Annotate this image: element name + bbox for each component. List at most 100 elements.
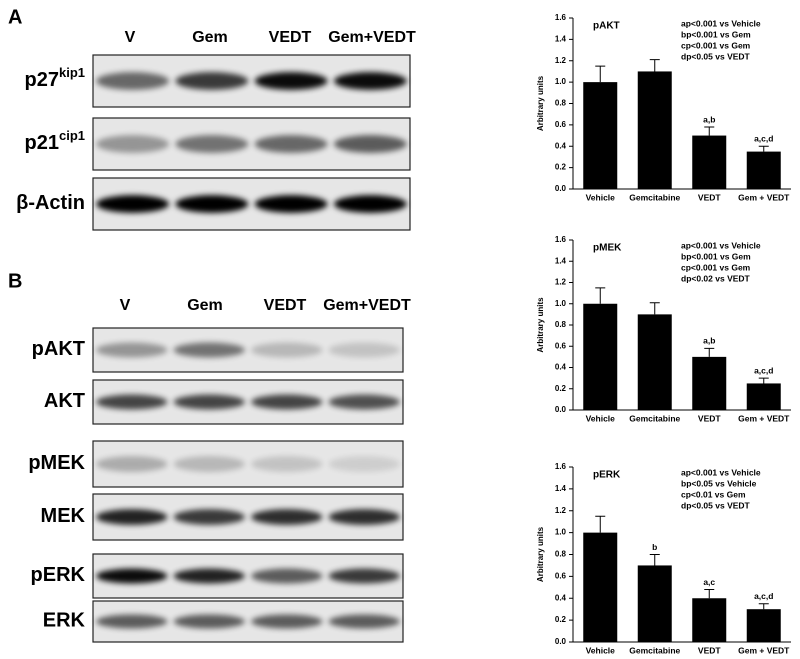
note: dp<0.02 vs VEDT bbox=[681, 273, 751, 283]
y-tick-label: 1.6 bbox=[555, 13, 567, 22]
row-label-sup: kip1 bbox=[59, 65, 85, 80]
note: bp<0.05 vs Vehicle bbox=[681, 478, 757, 488]
blot-band bbox=[173, 509, 245, 525]
lane-label: VEDT bbox=[264, 297, 307, 314]
bar bbox=[746, 609, 781, 642]
y-tick-label: 0.0 bbox=[555, 405, 567, 414]
y-tick-label: 0.6 bbox=[555, 120, 567, 129]
row-label-sup: cip1 bbox=[59, 128, 85, 143]
note: ap<0.001 vs Vehicle bbox=[681, 18, 761, 28]
x-tick-label: Vehicle bbox=[586, 413, 616, 423]
bar-label: a,b bbox=[703, 336, 715, 346]
blot-band bbox=[173, 456, 245, 472]
bar bbox=[746, 383, 781, 410]
error-bar bbox=[704, 347, 715, 357]
note: cp<0.001 vs Gem bbox=[681, 262, 751, 272]
y-tick-label: 0.8 bbox=[555, 550, 567, 559]
x-tick-label: VEDT bbox=[698, 645, 721, 655]
blot-band bbox=[96, 394, 168, 410]
blot-band bbox=[251, 509, 323, 525]
note: bp<0.001 vs Gem bbox=[681, 29, 751, 39]
y-axis-label: Arbitrary units bbox=[536, 526, 545, 582]
y-tick-label: 0.2 bbox=[555, 384, 567, 393]
error-bar bbox=[595, 515, 606, 533]
y-tick-label: 0.0 bbox=[555, 184, 567, 193]
y-tick-label: 0.8 bbox=[555, 99, 567, 108]
blot-band bbox=[333, 135, 407, 153]
bar-label: a,c bbox=[703, 577, 715, 587]
y-tick-label: 1.6 bbox=[555, 235, 567, 244]
row-label: pMEK bbox=[28, 452, 85, 474]
row-label: ERK bbox=[43, 610, 86, 632]
x-tick-label: Gem + VEDT bbox=[738, 192, 790, 202]
lane-label: VEDT bbox=[269, 29, 312, 46]
lane-label: Gem+VEDT bbox=[323, 297, 411, 314]
error-bar bbox=[758, 145, 769, 152]
bar bbox=[583, 82, 618, 189]
y-tick-label: 1.0 bbox=[555, 299, 567, 308]
error-bar bbox=[649, 554, 660, 566]
row-label: p27kip1 bbox=[25, 65, 85, 91]
note: ap<0.001 vs Vehicle bbox=[681, 240, 761, 250]
blot-band bbox=[96, 135, 170, 153]
y-tick-label: 0.2 bbox=[555, 615, 567, 624]
y-tick-label: 0.8 bbox=[555, 320, 567, 329]
blot-band bbox=[96, 342, 168, 358]
x-tick-label: Gem + VEDT bbox=[738, 413, 790, 423]
error-bar bbox=[704, 589, 715, 599]
error-bar bbox=[758, 603, 769, 610]
row-label-main: MEK bbox=[41, 505, 86, 527]
lane-label: Gem bbox=[187, 297, 223, 314]
row-label: p21cip1 bbox=[25, 128, 85, 154]
bar bbox=[692, 356, 727, 410]
bar bbox=[746, 151, 781, 189]
bar bbox=[637, 71, 672, 189]
x-tick-label: Vehicle bbox=[586, 192, 616, 202]
panel-label: A bbox=[8, 6, 22, 28]
blot-band bbox=[333, 72, 407, 90]
row-label: pAKT bbox=[32, 338, 85, 360]
y-tick-label: 0.4 bbox=[555, 141, 567, 150]
bar bbox=[583, 532, 618, 642]
blot-band bbox=[254, 135, 328, 153]
lane-label: Gem bbox=[192, 29, 228, 46]
y-tick-label: 0.6 bbox=[555, 571, 567, 580]
error-bar bbox=[595, 287, 606, 304]
chart-title: pMEK bbox=[593, 243, 622, 254]
row-label: MEK bbox=[41, 505, 86, 527]
note: dp<0.05 vs VEDT bbox=[681, 51, 751, 61]
error-bar bbox=[649, 59, 660, 72]
y-tick-label: 0.0 bbox=[555, 637, 567, 646]
blot-band bbox=[173, 614, 245, 629]
row-label-main: pMEK bbox=[28, 452, 85, 474]
row-label-main: pAKT bbox=[32, 338, 85, 360]
note: cp<0.01 vs Gem bbox=[681, 489, 746, 499]
bar-label: a,c,d bbox=[754, 591, 773, 601]
blot-band bbox=[328, 456, 400, 472]
note: dp<0.05 vs VEDT bbox=[681, 500, 751, 510]
lane-label: Gem+VEDT bbox=[328, 29, 416, 46]
bar bbox=[692, 135, 727, 189]
panel-label: B bbox=[8, 270, 22, 292]
blot-band bbox=[96, 72, 170, 90]
blot-band bbox=[254, 195, 328, 213]
lane-label: V bbox=[120, 297, 131, 314]
bar bbox=[637, 565, 672, 642]
blot-band bbox=[96, 456, 168, 472]
y-tick-label: 1.2 bbox=[555, 278, 567, 287]
note: cp<0.001 vs Gem bbox=[681, 40, 751, 50]
blot-band bbox=[333, 195, 407, 213]
y-axis-label: Arbitrary units bbox=[536, 75, 545, 131]
row-label-main: ERK bbox=[43, 610, 86, 632]
y-tick-label: 1.6 bbox=[555, 462, 567, 471]
blot-band bbox=[96, 614, 168, 629]
y-tick-label: 1.2 bbox=[555, 56, 567, 65]
chart-title: pAKT bbox=[593, 21, 620, 32]
blot-band bbox=[254, 72, 328, 90]
y-tick-label: 1.0 bbox=[555, 528, 567, 537]
lane-label: V bbox=[125, 29, 136, 46]
blot-band bbox=[173, 394, 245, 410]
error-bar bbox=[758, 377, 769, 384]
y-tick-label: 1.4 bbox=[555, 256, 567, 265]
